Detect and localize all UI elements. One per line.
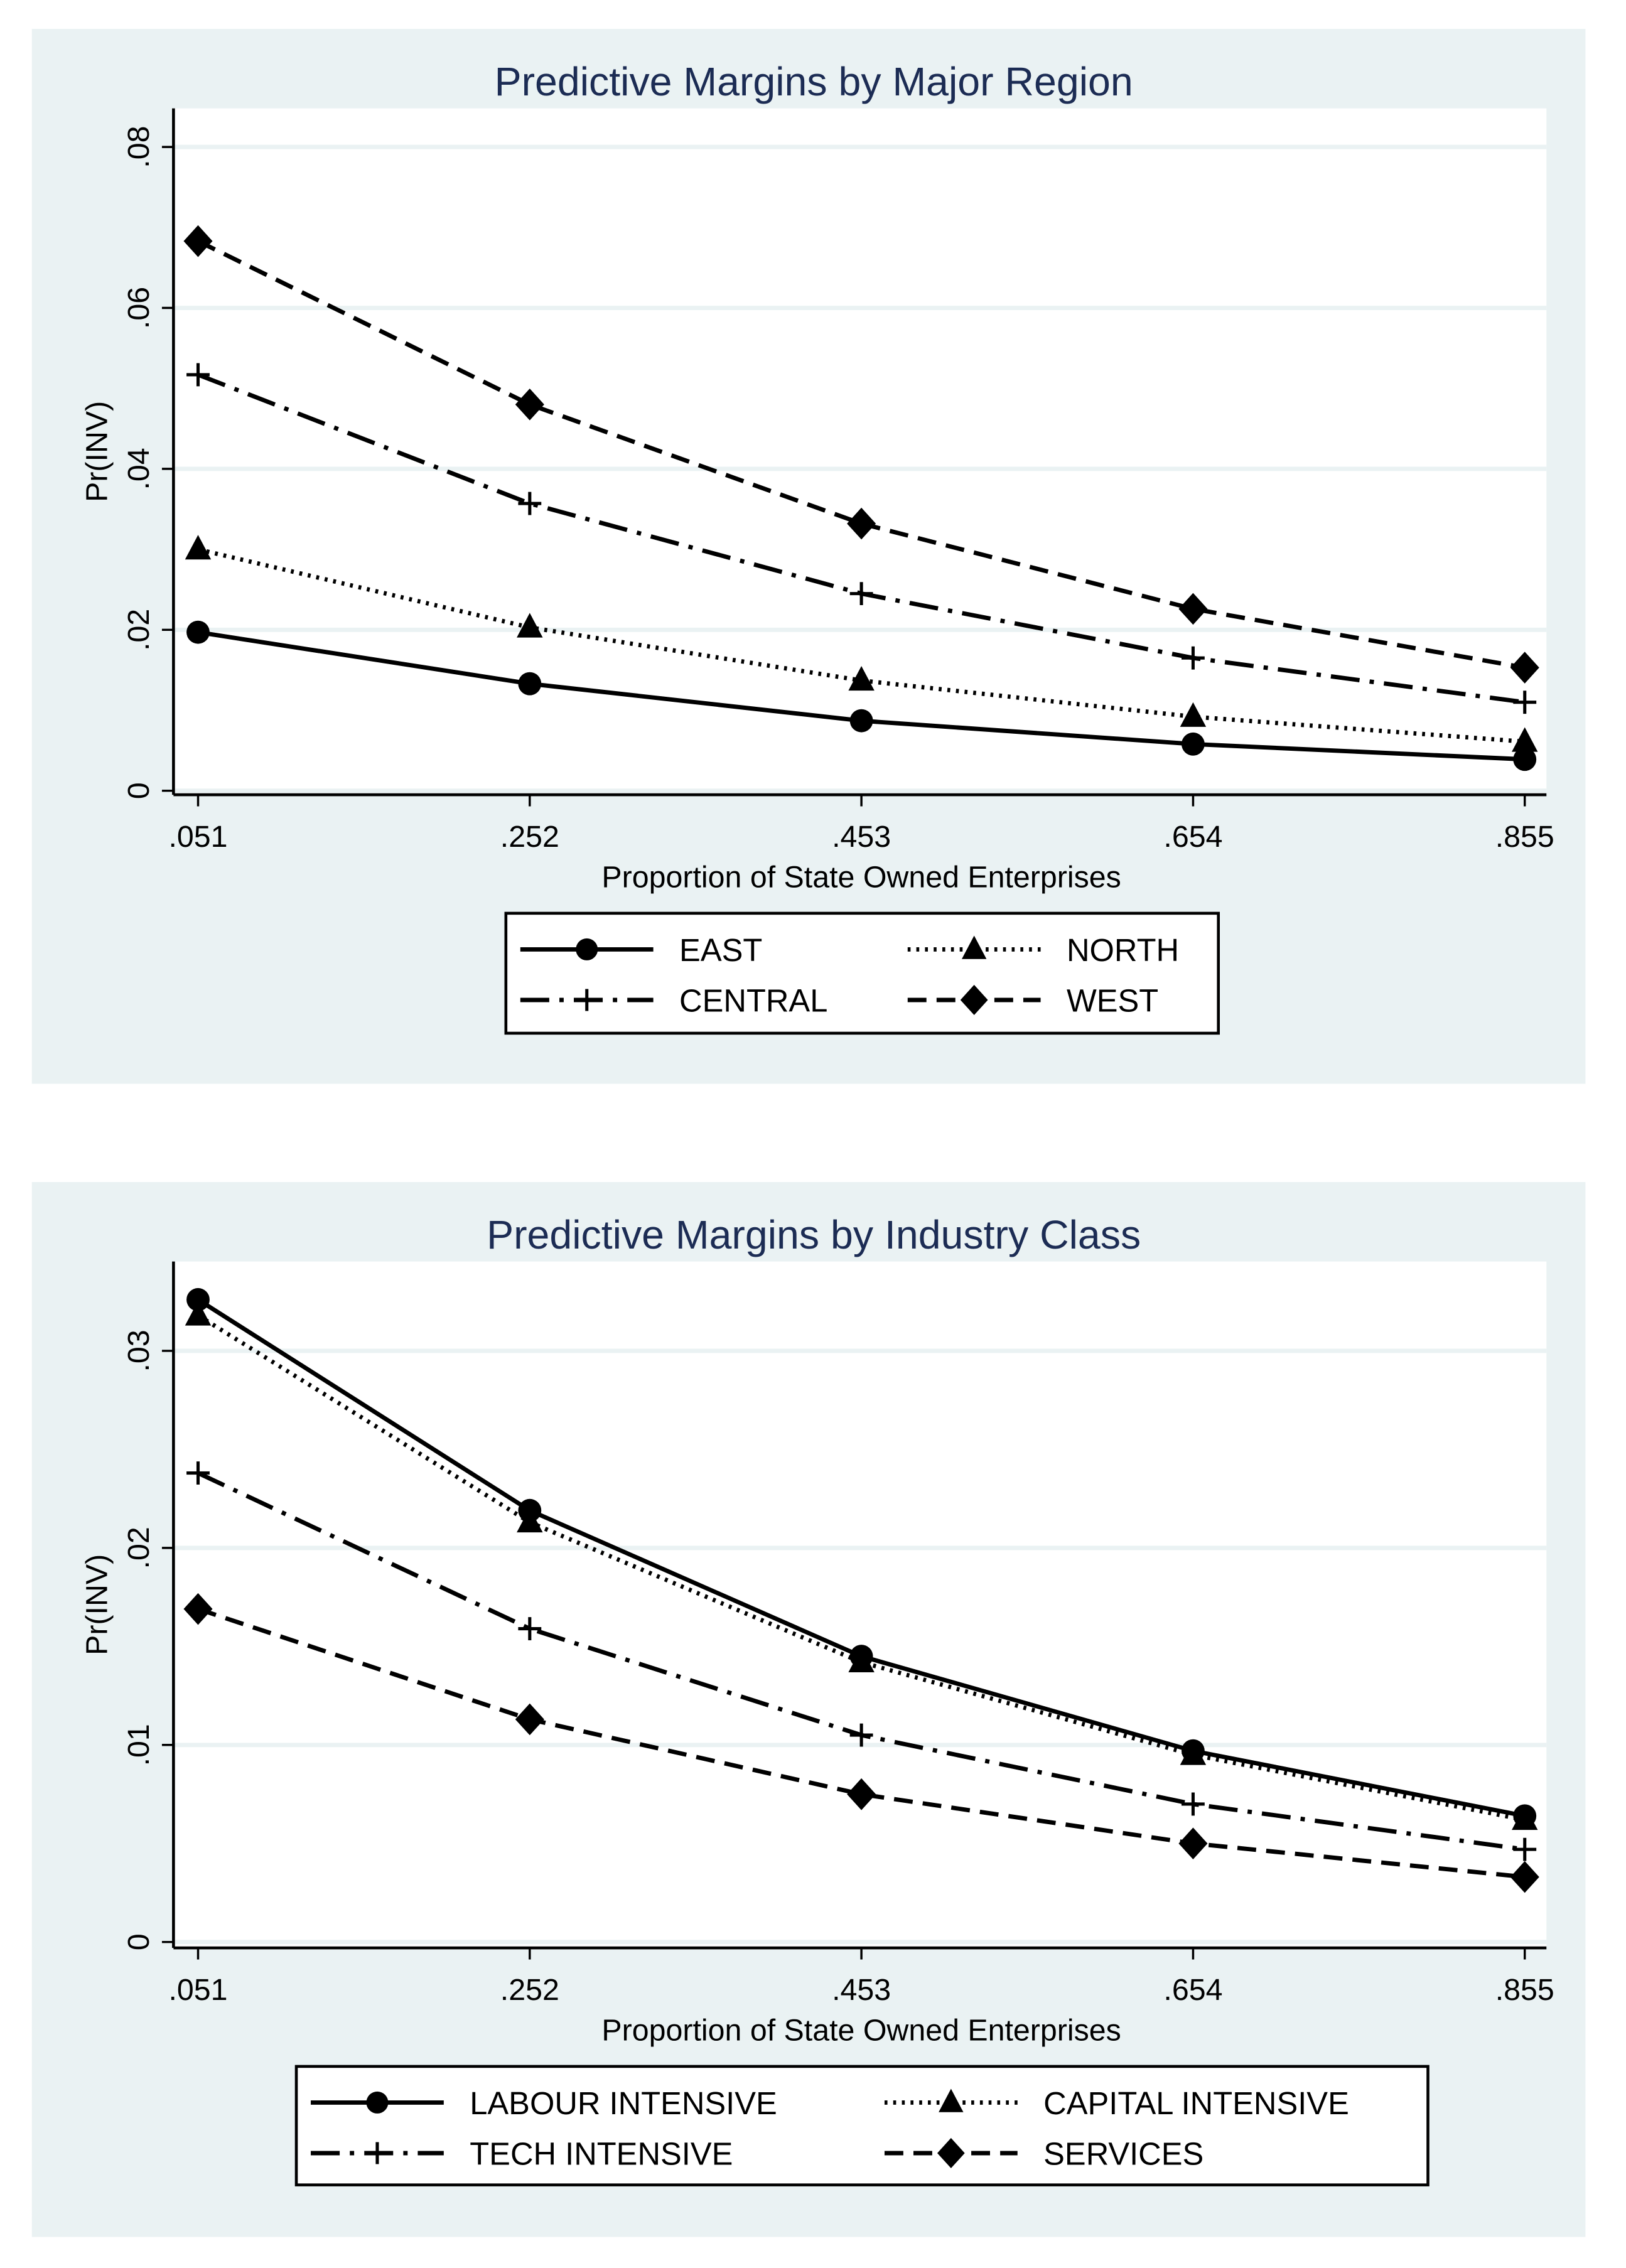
legend-label: CAPITAL INTENSIVE (1043, 2085, 1349, 2121)
triangle-marker (961, 935, 987, 959)
x-axis-label: Proportion of State Owned Enterprises (601, 860, 1121, 894)
y-tick-label: .04 (122, 448, 156, 490)
plus-marker (1182, 1792, 1205, 1816)
plus-marker (849, 582, 873, 606)
x-tick-label: .252 (500, 1973, 559, 2007)
legend-item: CENTRAL (520, 982, 827, 1018)
x-axis-label: Proportion of State Owned Enterprises (601, 2013, 1121, 2047)
series-tech-intensive (186, 1461, 1537, 1861)
diamond-marker (183, 225, 213, 257)
y-tick-label: 0 (122, 1933, 156, 1950)
diamond-marker (515, 1703, 544, 1736)
chart-panel-2: Predictive Margins by Industry Class 0 .01… (31, 1182, 1586, 2237)
triangle-marker (848, 666, 875, 691)
legend-label: TECH INTENSIVE (470, 2136, 733, 2171)
circle-marker (518, 672, 542, 696)
x-tick-label: .855 (1495, 820, 1554, 854)
chart-title: Predictive Margins by Industry Class (487, 1212, 1141, 1257)
legend: LABOUR INTENSIVE CAPITAL INTENSIVE TECH IN… (294, 2065, 1429, 2186)
legend-label: LABOUR INTENSIVE (470, 2085, 777, 2121)
series-capital-intensive (185, 1301, 1538, 1830)
triangle-marker (1180, 1740, 1207, 1765)
x-tick-label: .654 (1163, 820, 1222, 854)
diamond-marker (960, 984, 988, 1016)
y-axis-label: Pr(INV) (80, 1554, 114, 1655)
y-tick-label: .01 (122, 1724, 156, 1766)
triangle-marker (848, 1647, 875, 1673)
legend-item: WEST (907, 982, 1158, 1018)
series-line (197, 239, 1526, 670)
plus-marker (1513, 691, 1537, 714)
circle-marker (186, 1287, 210, 1311)
circle-marker (366, 2091, 389, 2114)
diamond-marker (183, 1593, 213, 1625)
triangle-marker (1512, 727, 1538, 752)
legend: EAST NORTH CENTRAL WEST (504, 911, 1220, 1035)
circle-marker (186, 620, 210, 644)
plot-area (173, 1261, 1547, 1948)
y-tick-label: .03 (122, 1330, 156, 1372)
legend-item: CAPITAL INTENSIVE (884, 2085, 1349, 2121)
x-tick-label: .654 (1163, 1973, 1222, 2007)
triangle-marker (185, 1301, 212, 1326)
plus-marker (186, 1461, 210, 1485)
triangle-marker (517, 613, 543, 638)
series-line (197, 1313, 1526, 1822)
x-tick-label: .453 (832, 820, 891, 854)
chart-title: Predictive Margins by Major Region (495, 59, 1133, 104)
x-tick-label: .453 (832, 1973, 891, 2007)
legend-box (504, 911, 1220, 1035)
legend-item: EAST (520, 932, 762, 968)
legend-label: NORTH (1067, 932, 1179, 968)
plus-marker (1513, 1837, 1537, 1861)
plus-marker (576, 989, 598, 1011)
x-tick-label: .252 (500, 820, 559, 854)
plot-area (173, 108, 1547, 795)
legend-item: NORTH (907, 932, 1179, 968)
y-tick-label: .06 (122, 287, 156, 329)
circle-marker (1182, 732, 1205, 756)
series-north (185, 535, 1538, 752)
diamond-marker (847, 507, 876, 540)
plus-marker (849, 1723, 873, 1747)
diamond-marker (515, 389, 544, 421)
triangle-marker (517, 1508, 543, 1533)
triangle-marker (939, 2088, 964, 2112)
chart-panel-1: Predictive Margins by Major Region 0 .02 .0… (31, 29, 1586, 1084)
triangle-marker (185, 535, 212, 560)
y-tick-label: .08 (122, 126, 156, 168)
legend-box (294, 2065, 1429, 2186)
x-tick-label: .051 (168, 820, 227, 854)
legend-item: LABOUR INTENSIVE (311, 2085, 777, 2121)
y-tick-label: 0 (122, 782, 156, 799)
plus-marker (366, 2142, 389, 2164)
legend-label: SERVICES (1043, 2136, 1203, 2171)
legend-item: TECH INTENSIVE (311, 2136, 733, 2171)
x-tick-label: .855 (1495, 1973, 1554, 2007)
series-line (197, 1606, 1526, 1879)
y-tick-label: .02 (122, 609, 156, 651)
diamond-marker (847, 1778, 876, 1810)
series-east (186, 620, 1537, 771)
plus-marker (518, 1617, 542, 1640)
series-central (186, 363, 1537, 714)
x-tick-label: .051 (168, 1973, 227, 2007)
circle-marker (1513, 748, 1537, 771)
y-axis-label: Pr(INV) (80, 401, 114, 502)
legend-label: WEST (1067, 982, 1158, 1018)
circle-marker (576, 938, 598, 960)
circle-marker (849, 709, 873, 733)
triangle-marker (1512, 1805, 1538, 1830)
plus-marker (186, 363, 210, 387)
y-tick-label: .02 (122, 1527, 156, 1569)
plus-marker (1182, 646, 1205, 670)
legend-label: CENTRAL (679, 982, 827, 1018)
legend-label: EAST (679, 932, 762, 968)
plus-marker (518, 492, 542, 515)
triangle-marker (1180, 702, 1207, 727)
